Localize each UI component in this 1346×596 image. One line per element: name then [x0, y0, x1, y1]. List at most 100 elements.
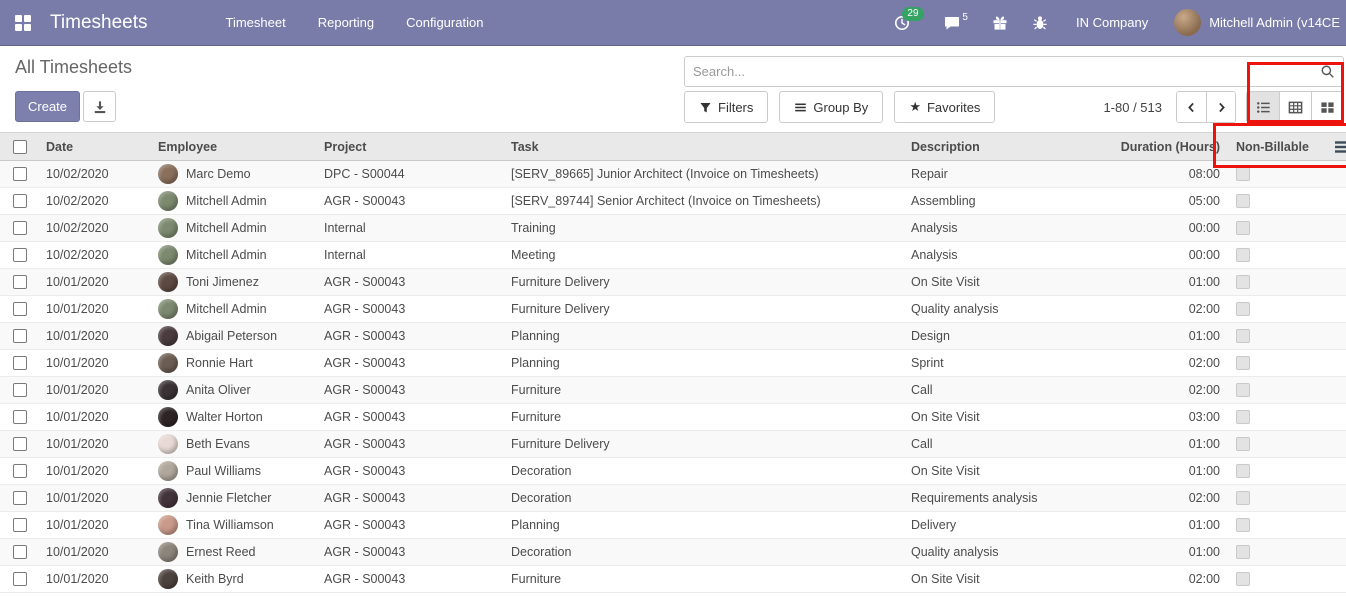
employee-name: Mitchell Admin [186, 302, 267, 316]
cell-project: AGR - S00043 [318, 430, 505, 458]
table-row[interactable]: 10/01/2020 Paul Williams AGR - S00043 De… [0, 457, 1346, 485]
cell-duration: 03:00 [1073, 403, 1230, 431]
row-select-checkbox[interactable] [13, 518, 27, 533]
row-select-checkbox[interactable] [13, 464, 27, 479]
row-select-checkbox[interactable] [13, 302, 27, 317]
app-brand[interactable]: Timesheets [50, 11, 148, 33]
filters-button[interactable]: Filters [684, 91, 769, 123]
column-header-project[interactable]: Project [318, 132, 505, 161]
employee-name: Mitchell Admin [186, 248, 267, 262]
cell-date: 10/01/2020 [40, 268, 152, 296]
row-select-checkbox[interactable] [13, 410, 27, 425]
row-select-checkbox[interactable] [13, 167, 27, 182]
table-row[interactable]: 10/01/2020 Tina Williamson AGR - S00043 … [0, 511, 1346, 539]
cell-non-billable [1230, 457, 1346, 485]
table-row[interactable]: 10/01/2020 Ronnie Hart AGR - S00043 Plan… [0, 349, 1346, 377]
optional-columns-icon[interactable] [1334, 139, 1346, 155]
favorites-button[interactable]: ★ Favorites [894, 91, 996, 123]
row-select-checkbox[interactable] [13, 248, 27, 263]
cell-date: 10/01/2020 [40, 295, 152, 323]
row-select-checkbox[interactable] [13, 572, 27, 587]
row-select-checkbox[interactable] [13, 491, 27, 506]
menu-timesheet[interactable]: Timesheet [225, 14, 286, 30]
row-select-checkbox[interactable] [13, 383, 27, 398]
non-billable-checkbox [1236, 167, 1250, 182]
cell-employee: Mitchell Admin [152, 187, 318, 215]
cell-description: On Site Visit [905, 268, 1073, 296]
employee-name: Anita Oliver [186, 383, 251, 397]
row-select-checkbox[interactable] [13, 545, 27, 560]
table-row[interactable]: 10/02/2020 Mitchell Admin Internal Train… [0, 214, 1346, 242]
table-row[interactable]: 10/01/2020 Beth Evans AGR - S00043 Furni… [0, 430, 1346, 458]
row-select-checkbox[interactable] [13, 275, 27, 290]
cell-date: 10/01/2020 [40, 484, 152, 512]
view-switcher-list-button[interactable] [1247, 92, 1279, 122]
cell-employee: Walter Horton [152, 403, 318, 431]
table-row[interactable]: 10/01/2020 Anita Oliver AGR - S00043 Fur… [0, 376, 1346, 404]
column-header-description[interactable]: Description [905, 132, 1073, 161]
create-button[interactable]: Create [15, 91, 81, 122]
column-header-duration[interactable]: Duration (Hours) [1073, 132, 1230, 161]
row-select-checkbox[interactable] [13, 356, 27, 371]
column-header-employee[interactable]: Employee [152, 132, 318, 161]
search-icon[interactable] [1312, 64, 1343, 79]
cell-non-billable [1230, 349, 1346, 377]
export-button[interactable] [83, 91, 116, 122]
cell-project: AGR - S00043 [318, 187, 505, 215]
cell-description: Repair [905, 160, 1073, 188]
cell-date: 10/02/2020 [40, 241, 152, 269]
activities-button[interactable]: 29 [882, 0, 932, 46]
pager-next-button[interactable] [1206, 92, 1235, 122]
employee-name: Beth Evans [186, 437, 250, 451]
company-switcher[interactable]: IN Company [1075, 15, 1149, 30]
table-row[interactable]: 10/01/2020 Toni Jimenez AGR - S00043 Fur… [0, 268, 1346, 296]
column-header-task[interactable]: Task [505, 132, 905, 161]
employee-avatar [158, 245, 178, 265]
cell-description: Quality analysis [905, 538, 1073, 566]
cell-duration: 01:00 [1073, 268, 1230, 296]
cell-task: Planning [505, 322, 905, 350]
cell-task: Furniture [505, 565, 905, 593]
table-row[interactable]: 10/01/2020 Abigail Peterson AGR - S00043… [0, 322, 1346, 350]
row-select-checkbox[interactable] [13, 221, 27, 236]
row-select-checkbox[interactable] [13, 329, 27, 344]
menu-reporting[interactable]: Reporting [317, 14, 375, 30]
table-row[interactable]: 10/01/2020 Walter Horton AGR - S00043 Fu… [0, 403, 1346, 431]
cell-date: 10/01/2020 [40, 565, 152, 593]
view-switcher-kanban-button[interactable] [1311, 92, 1343, 122]
cell-description: Call [905, 430, 1073, 458]
table-row[interactable]: 10/01/2020 Jennie Fletcher AGR - S00043 … [0, 484, 1346, 512]
group-by-button[interactable]: Group By [779, 91, 884, 123]
cell-task: [SERV_89744] Senior Architect (Invoice o… [505, 187, 905, 215]
cell-non-billable [1230, 295, 1346, 323]
apps-menu-button[interactable] [0, 0, 46, 46]
select-all-checkbox[interactable] [13, 139, 27, 154]
column-header-non-billable[interactable]: Non-Billable [1230, 132, 1346, 161]
table-row[interactable]: 10/02/2020 Mitchell Admin AGR - S00043 [… [0, 187, 1346, 215]
menu-configuration[interactable]: Configuration [406, 14, 484, 30]
table-row[interactable]: 10/01/2020 Keith Byrd AGR - S00043 Furni… [0, 565, 1346, 593]
search-input[interactable] [685, 64, 1312, 79]
table-row[interactable]: 10/01/2020 Mitchell Admin AGR - S00043 F… [0, 295, 1346, 323]
table-row[interactable]: 10/01/2020 Ernest Reed AGR - S00043 Deco… [0, 538, 1346, 566]
user-menu[interactable]: Mitchell Admin (v14CE [1164, 9, 1346, 36]
gift-button[interactable] [980, 0, 1020, 46]
message-count: 5 [962, 12, 968, 23]
pager-previous-button[interactable] [1177, 92, 1206, 122]
table-row[interactable]: 10/02/2020 Mitchell Admin Internal Meeti… [0, 241, 1346, 269]
cell-duration: 01:00 [1073, 538, 1230, 566]
table-row[interactable]: 10/02/2020 Marc Demo DPC - S00044 [SERV_… [0, 160, 1346, 188]
column-header-date[interactable]: Date [40, 132, 152, 161]
cell-duration: 02:00 [1073, 349, 1230, 377]
cell-project: Internal [318, 241, 505, 269]
cell-employee: Keith Byrd [152, 565, 318, 593]
view-switcher-grid-button[interactable] [1279, 92, 1311, 122]
row-select-checkbox[interactable] [13, 437, 27, 452]
cell-task: Decoration [505, 457, 905, 485]
bug-button[interactable] [1020, 0, 1060, 46]
non-billable-checkbox [1236, 383, 1250, 398]
cell-non-billable [1230, 484, 1346, 512]
messages-button[interactable]: 5 [932, 0, 980, 46]
view-switcher [1246, 91, 1344, 123]
row-select-checkbox[interactable] [13, 194, 27, 209]
